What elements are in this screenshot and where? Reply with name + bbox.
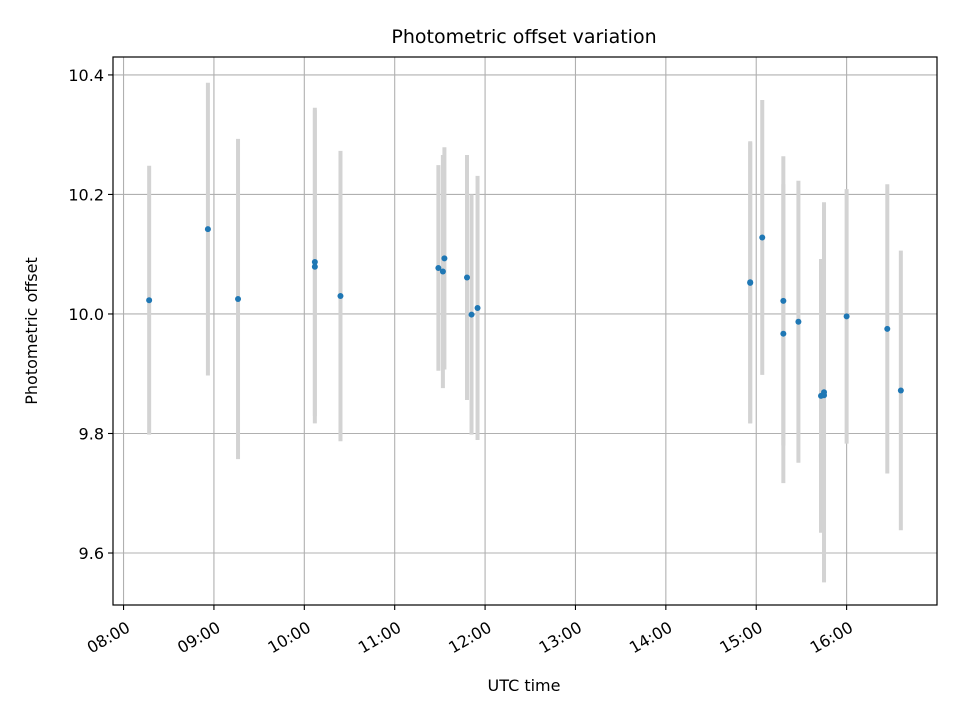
x-axis-label: UTC time: [488, 676, 561, 695]
data-point: [468, 311, 475, 318]
y-tick-label: 10.2: [68, 185, 104, 204]
data-point: [337, 293, 344, 300]
data-point: [464, 274, 471, 281]
y-tick-label: 10.0: [68, 305, 104, 324]
data-point: [884, 325, 891, 332]
y-axis-label: Photometric offset: [22, 257, 41, 405]
data-point: [311, 258, 318, 265]
y-tick-label: 10.4: [68, 66, 104, 85]
chart-title: Photometric offset variation: [391, 26, 656, 48]
data-point: [780, 297, 787, 304]
data-points: [146, 226, 904, 399]
data-point: [897, 387, 904, 394]
y-tick-label: 9.6: [79, 544, 104, 563]
data-point: [235, 296, 242, 303]
data-point: [747, 279, 754, 286]
data-point: [439, 268, 446, 275]
data-point: [780, 330, 787, 337]
y-tick-label: 9.8: [79, 424, 104, 443]
data-point: [146, 297, 153, 304]
data-point: [795, 318, 802, 325]
data-point: [311, 263, 318, 270]
plot-frame: [112, 56, 938, 606]
y-axis-ticks: 9.6 9.8 10.0 10.2 10.4: [68, 66, 113, 563]
data-point: [441, 255, 448, 262]
data-point: [759, 234, 766, 241]
data-point: [204, 226, 211, 233]
data-point: [843, 313, 850, 320]
data-point: [821, 389, 828, 396]
data-point: [435, 264, 442, 271]
data-point: [474, 304, 481, 311]
